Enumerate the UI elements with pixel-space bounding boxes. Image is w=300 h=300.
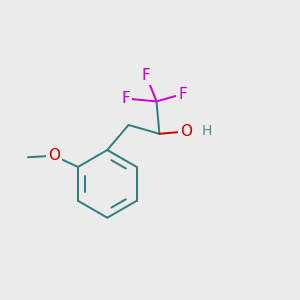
Text: F: F [142, 68, 151, 83]
Text: F: F [121, 91, 130, 106]
Text: O: O [180, 124, 192, 139]
Text: O: O [48, 148, 60, 163]
Text: F: F [178, 87, 187, 102]
Text: H: H [202, 124, 212, 138]
